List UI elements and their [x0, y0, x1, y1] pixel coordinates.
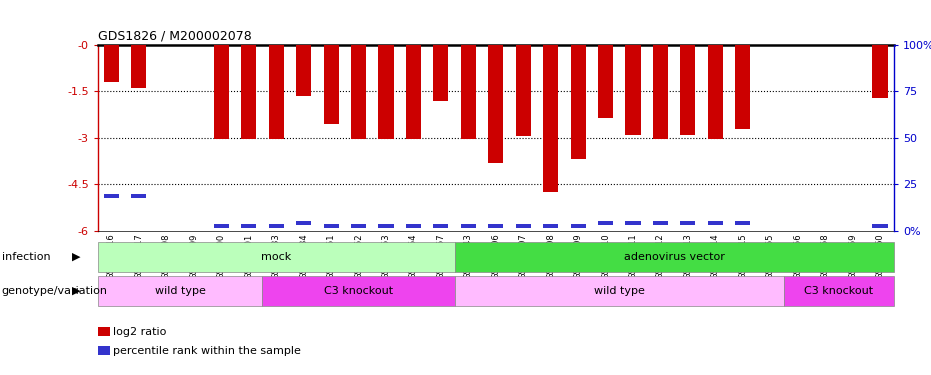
Text: genotype/variation: genotype/variation — [2, 286, 108, 296]
Bar — [543, 224, 559, 228]
Text: ▶: ▶ — [72, 252, 81, 262]
Bar — [784, 276, 894, 306]
Bar — [378, 224, 394, 228]
Bar — [735, 45, 750, 129]
Bar — [708, 45, 722, 140]
Bar — [378, 45, 394, 140]
Text: C3 knockout: C3 knockout — [804, 286, 873, 296]
Bar — [626, 45, 641, 135]
Bar — [406, 45, 421, 140]
Bar — [653, 45, 668, 140]
Text: mock: mock — [261, 252, 291, 262]
Bar — [214, 45, 229, 140]
Bar — [269, 45, 284, 140]
Text: wild type: wild type — [594, 286, 644, 296]
Bar — [323, 224, 339, 228]
Text: percentile rank within the sample: percentile rank within the sample — [113, 346, 301, 355]
Bar — [461, 224, 476, 228]
Bar — [104, 45, 119, 82]
Bar — [296, 221, 311, 225]
Bar — [626, 221, 641, 225]
Bar — [296, 45, 311, 96]
Bar — [516, 45, 531, 136]
Bar — [104, 194, 119, 198]
Text: log2 ratio: log2 ratio — [113, 327, 166, 337]
Bar — [351, 45, 366, 140]
Bar — [571, 224, 586, 228]
Bar — [433, 45, 449, 101]
Bar — [708, 221, 722, 225]
Bar — [351, 224, 366, 228]
Bar — [872, 45, 887, 98]
Text: wild type: wild type — [155, 286, 206, 296]
Text: adenovirus vector: adenovirus vector — [624, 252, 724, 262]
Bar — [269, 224, 284, 228]
Bar — [488, 224, 504, 228]
Bar — [543, 45, 559, 192]
Bar — [454, 276, 784, 306]
Bar — [735, 221, 750, 225]
Bar — [214, 224, 229, 228]
Bar — [653, 221, 668, 225]
Bar — [488, 45, 504, 163]
Bar — [241, 224, 256, 228]
Bar — [131, 45, 146, 88]
Bar — [131, 194, 146, 198]
Bar — [598, 45, 614, 118]
Bar — [461, 45, 476, 140]
Bar — [263, 276, 454, 306]
Bar — [241, 45, 256, 140]
Bar — [598, 221, 614, 225]
Bar — [98, 242, 454, 272]
Bar — [571, 45, 586, 159]
Bar — [681, 45, 695, 135]
Bar — [433, 224, 449, 228]
Bar — [681, 221, 695, 225]
Text: GDS1826 / M200002078: GDS1826 / M200002078 — [98, 30, 251, 42]
Bar — [323, 45, 339, 124]
Text: infection: infection — [2, 252, 50, 262]
Text: C3 knockout: C3 knockout — [324, 286, 393, 296]
Bar — [454, 242, 894, 272]
Bar — [98, 276, 263, 306]
Bar — [406, 224, 421, 228]
Bar — [516, 224, 531, 228]
Text: ▶: ▶ — [72, 286, 81, 296]
Bar — [872, 224, 887, 228]
